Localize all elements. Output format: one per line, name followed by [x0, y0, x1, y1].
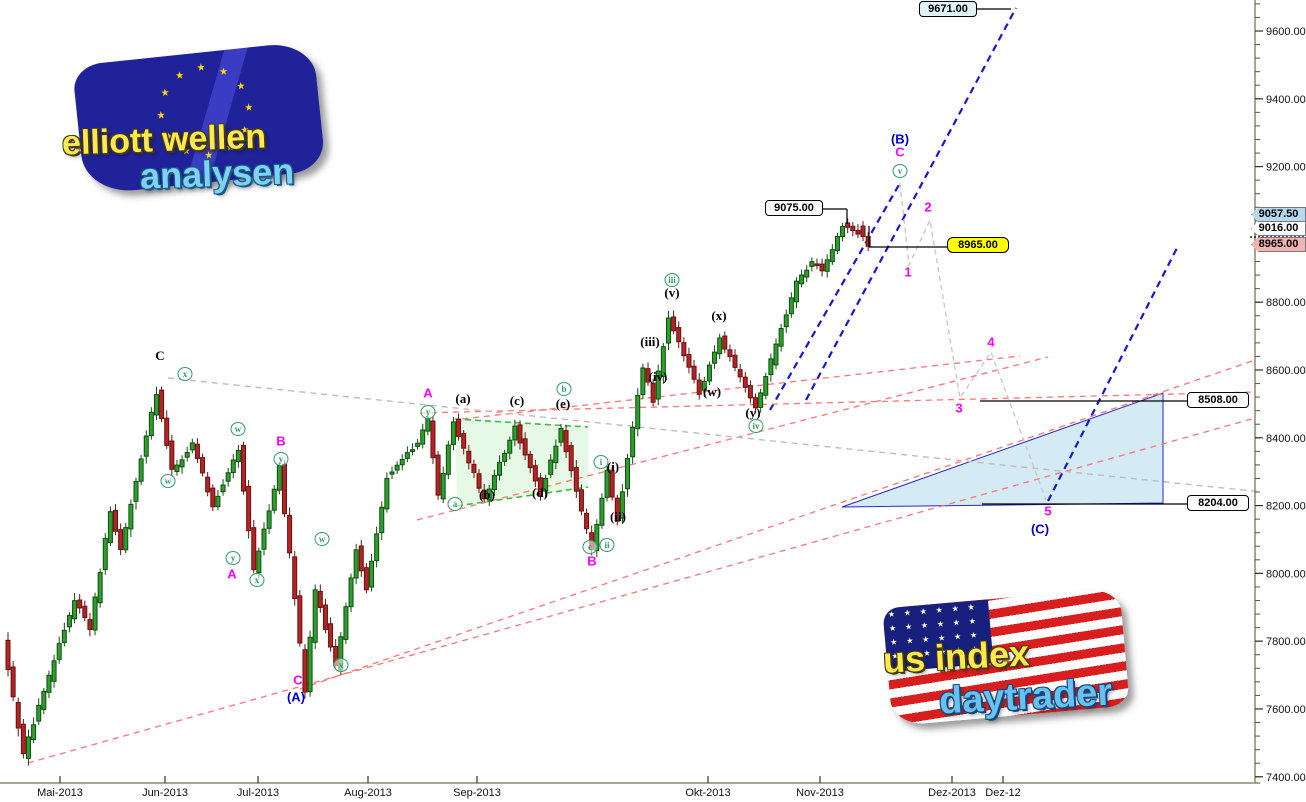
svg-text:8400.00: 8400.00	[1266, 433, 1306, 445]
star-icon: ★	[236, 80, 246, 93]
logo-text-us-index: us index	[882, 632, 1030, 681]
star-icon: ★	[936, 619, 945, 629]
price-high-label: 9075.00	[765, 200, 823, 216]
trend-lines	[27, 7, 1263, 764]
svg-text:8200.00: 8200.00	[1266, 501, 1306, 513]
price-last-label: 8965.00	[947, 237, 1009, 253]
svg-text:Okt-2013: Okt-2013	[685, 787, 730, 799]
us-index-daytrader-logo: ★ ★ ★ ★ ★ ★ ★ ★ ★ ★ ★ ★ ★ ★ ★ ★ ★ ★ ★ ★ ★ ★ ★ ★ us index daytra…	[875, 587, 1220, 744]
svg-text:8800.00: 8800.00	[1266, 297, 1306, 309]
projection-shapes	[455, 392, 1164, 508]
star-icon: ★	[952, 617, 961, 628]
star-icon: ★	[887, 609, 896, 620]
svg-text:8000.00: 8000.00	[1266, 568, 1306, 580]
svg-text:Jul-2013: Jul-2013	[237, 787, 279, 799]
svg-text:Jun-2013: Jun-2013	[142, 787, 188, 799]
logo-text-daytrader: daytrader	[937, 671, 1114, 723]
elliott-wellen-analysen-logo: ★ ★ ★ ★ ★ ★ ★ ★ ★ ★ ★ ★ elliott wellen analysen	[60, 40, 390, 200]
star-icon: ★	[218, 66, 229, 78]
star-icon: ★	[160, 87, 171, 100]
svg-text:9400.00: 9400.00	[1266, 94, 1306, 106]
star-icon: ★	[919, 606, 928, 617]
star-icon: ★	[904, 622, 913, 632]
axis-price-badge-last: 8965.00	[1251, 237, 1306, 252]
star-icon: ★	[174, 70, 185, 82]
axis-price-badge-high: 9057.50	[1251, 207, 1306, 222]
svg-text:Dez-12: Dez-12	[985, 787, 1020, 799]
star-icon: ★	[920, 620, 929, 631]
candles	[5, 218, 871, 766]
star-icon: ★	[935, 605, 944, 615]
star-icon: ★	[951, 603, 960, 614]
svg-text:Nov-2013: Nov-2013	[796, 787, 844, 799]
star-icon: ★	[243, 102, 254, 115]
price-level-8204-label: 8204.00	[1187, 495, 1249, 511]
logo-text-analysen: analysen	[139, 150, 295, 197]
svg-text:Dez-2013: Dez-2013	[928, 787, 976, 799]
star-icon: ★	[196, 62, 207, 75]
star-icon: ★	[967, 602, 976, 613]
axis-price-badge-mid: 9016.00	[1251, 221, 1306, 236]
star-icon: ★	[903, 608, 912, 618]
svg-text:7400.00: 7400.00	[1266, 772, 1306, 784]
svg-text:9600.00: 9600.00	[1266, 26, 1306, 38]
price-level-8508-label: 8508.00	[1187, 392, 1249, 408]
svg-text:9200.00: 9200.00	[1266, 162, 1306, 174]
star-icon: ★	[968, 616, 977, 627]
svg-text:Mai-2013: Mai-2013	[37, 787, 83, 799]
svg-text:Sep-2013: Sep-2013	[453, 787, 501, 799]
svg-text:7600.00: 7600.00	[1266, 704, 1306, 716]
star-icon: ★	[888, 623, 897, 634]
price-target-label: 9671.00	[919, 1, 977, 17]
svg-text:8600.00: 8600.00	[1266, 365, 1306, 377]
svg-text:Aug-2013: Aug-2013	[344, 787, 392, 799]
svg-text:7800.00: 7800.00	[1266, 636, 1306, 648]
